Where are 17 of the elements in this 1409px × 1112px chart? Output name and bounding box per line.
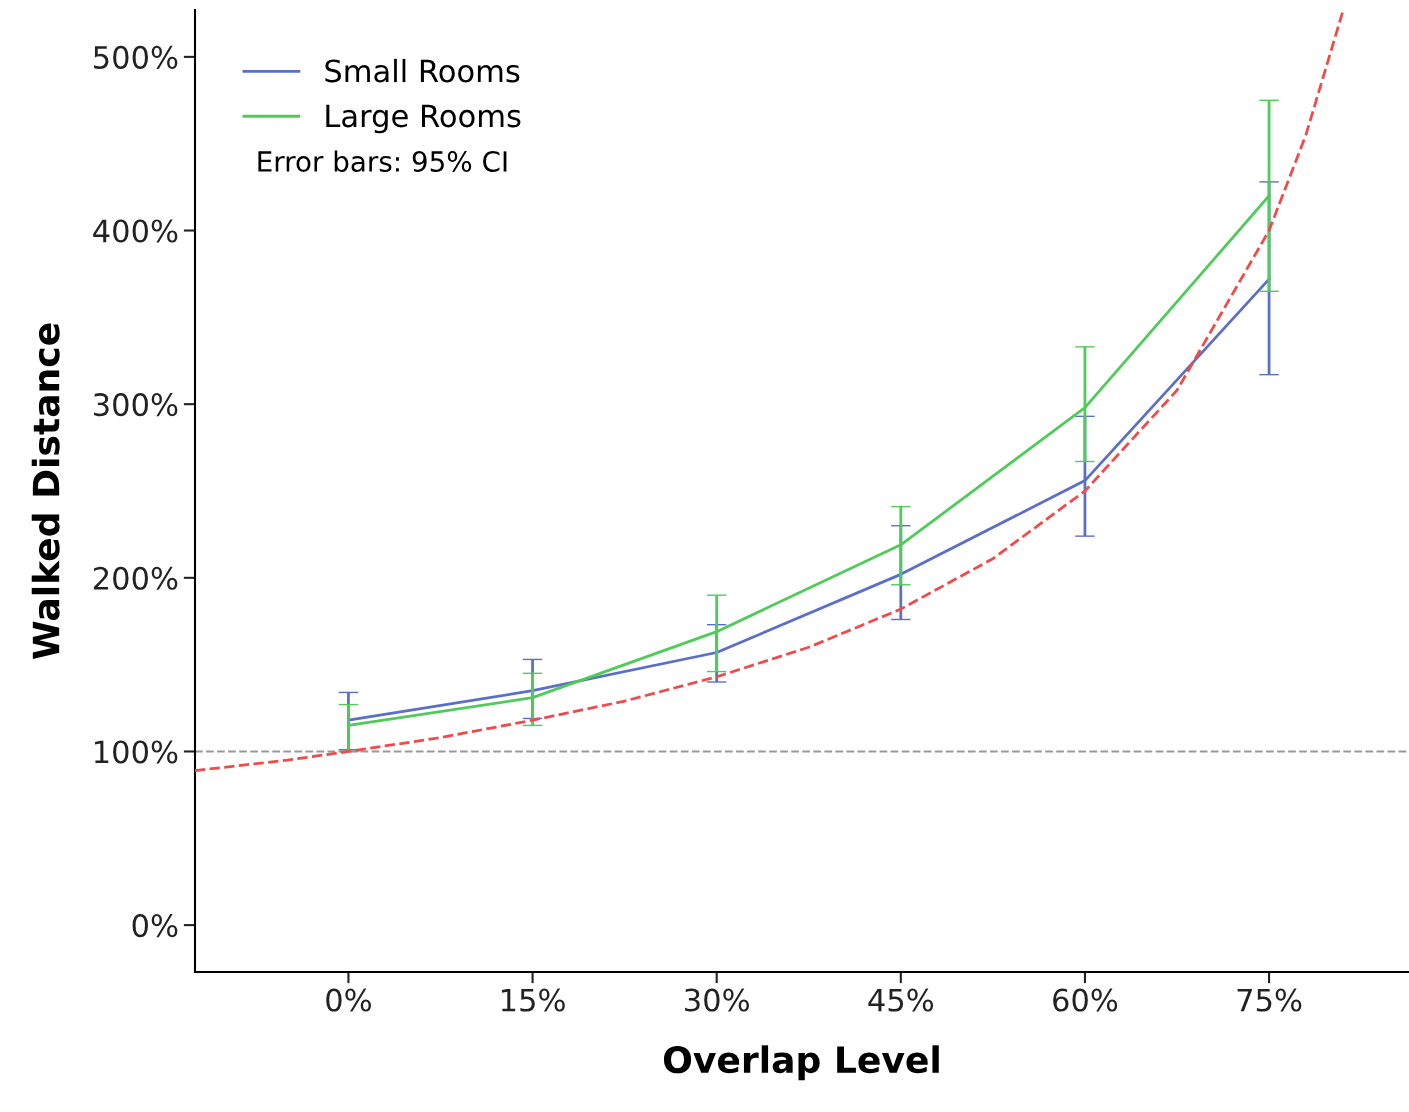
x-tick-label: 60%	[1053, 988, 1118, 1012]
x-tick-label: 0%	[326, 988, 371, 1012]
y-tick-label: 200%	[93, 566, 178, 590]
y-tick-label: 0%	[132, 914, 178, 938]
legend-label: Small Rooms	[325, 58, 520, 83]
y-tick-label: 100%	[95, 740, 178, 764]
y-tick-label: 400%	[93, 219, 178, 243]
annotation: Error bars: 95% CI	[258, 150, 507, 172]
x-tick-label: 15%	[501, 988, 565, 1012]
x-tick-label: 75%	[1237, 988, 1302, 1012]
y-axis-title: Walked Distance	[31, 323, 60, 660]
x-tick-label: 45%	[868, 988, 934, 1012]
x-axis-title: Overlap Level	[663, 1045, 939, 1081]
legend-label: Large Rooms	[326, 104, 521, 134]
y-tick-label: 300%	[94, 393, 178, 417]
x-tick-label: 30%	[685, 988, 749, 1012]
y-tick-label: 500%	[94, 45, 178, 69]
